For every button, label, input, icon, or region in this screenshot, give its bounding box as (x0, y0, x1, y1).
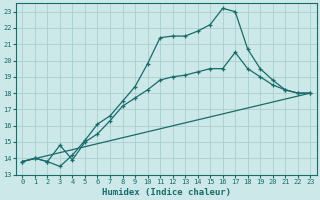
X-axis label: Humidex (Indice chaleur): Humidex (Indice chaleur) (102, 188, 231, 197)
